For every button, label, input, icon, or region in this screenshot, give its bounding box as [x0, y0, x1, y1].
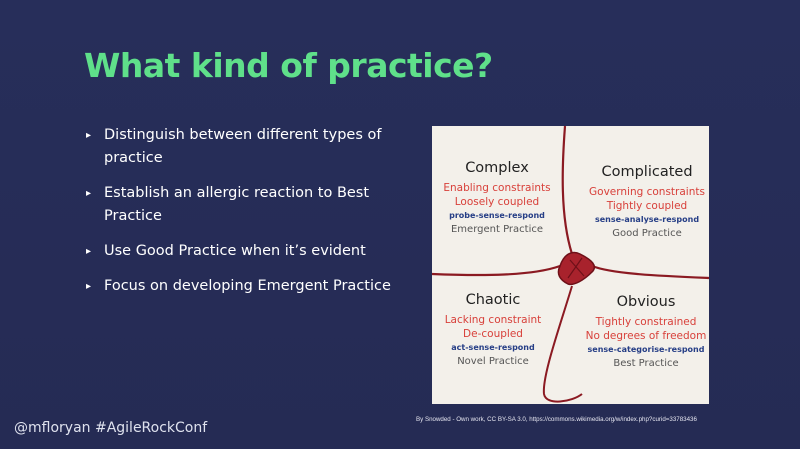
footer-handle: @mfloryan #AgileRockConf — [14, 420, 208, 436]
bullet-list: ▸ Distinguish between different types of… — [84, 124, 394, 310]
quadrant-coupling: Loosely coupled — [454, 196, 540, 208]
quadrant-practice: Good Practice — [612, 228, 682, 239]
bullet-arrow-icon: ▸ — [86, 281, 92, 292]
quadrant-title: Complex — [465, 160, 529, 176]
quadrant-coupling: No degrees of freedom — [585, 330, 707, 342]
bullet-arrow-icon: ▸ — [86, 130, 92, 141]
quadrant-title: Chaotic — [465, 292, 521, 308]
quadrant-constraint: Lacking constraint — [444, 314, 542, 326]
quadrant-approach: probe-sense-respond — [449, 211, 545, 220]
quadrant-approach: act-sense-respond — [451, 343, 535, 352]
bullet-item: ▸ Focus on developing Emergent Practice — [84, 275, 394, 298]
quadrant-approach: sense-analyse-respond — [594, 215, 700, 224]
cynefin-framework-image: Complex Enabling constraints Loosely cou… — [432, 126, 709, 404]
bullet-arrow-icon: ▸ — [86, 188, 92, 199]
slide-title: What kind of practice? — [84, 46, 493, 85]
image-attribution: By Snowded - Own work, CC BY-SA 3.0, htt… — [416, 416, 697, 423]
quadrant-practice: Emergent Practice — [450, 224, 544, 235]
quadrant-complex: Complex Enabling constraints Loosely cou… — [432, 160, 562, 237]
quadrant-coupling: De-coupled — [463, 328, 523, 340]
bullet-item: ▸ Establish an allergic reaction to Best… — [84, 182, 394, 228]
quadrant-constraint: Governing constraints — [589, 186, 705, 198]
quadrant-complicated: Complicated Governing constraints Tightl… — [582, 164, 709, 241]
quadrant-chaotic: Chaotic Lacking constraint De-coupled ac… — [432, 292, 558, 369]
bullet-text: Distinguish between different types of p… — [104, 127, 382, 166]
quadrant-constraint: Tightly constrained — [595, 316, 697, 328]
bullet-text: Use Good Practice when it’s evident — [104, 243, 366, 259]
quadrant-practice: Best Practice — [613, 358, 679, 369]
quadrant-obvious: Obvious Tightly constrained No degrees o… — [578, 294, 709, 371]
bullet-text: Establish an allergic reaction to Best P… — [104, 185, 370, 224]
quadrant-coupling: Tightly coupled — [606, 200, 688, 212]
bullet-text: Focus on developing Emergent Practice — [104, 278, 391, 294]
quadrant-constraint: Enabling constraints — [443, 182, 551, 194]
bullet-arrow-icon: ▸ — [86, 246, 92, 257]
cynefin-boundary-lines — [432, 126, 709, 403]
quadrant-approach: sense-categorise-respond — [587, 345, 705, 354]
quadrant-title: Obvious — [616, 294, 676, 310]
quadrant-practice: Novel Practice — [457, 356, 529, 367]
bullet-item: ▸ Distinguish between different types of… — [84, 124, 394, 170]
bullet-item: ▸ Use Good Practice when it’s evident — [84, 240, 394, 263]
quadrant-title: Complicated — [601, 164, 693, 180]
